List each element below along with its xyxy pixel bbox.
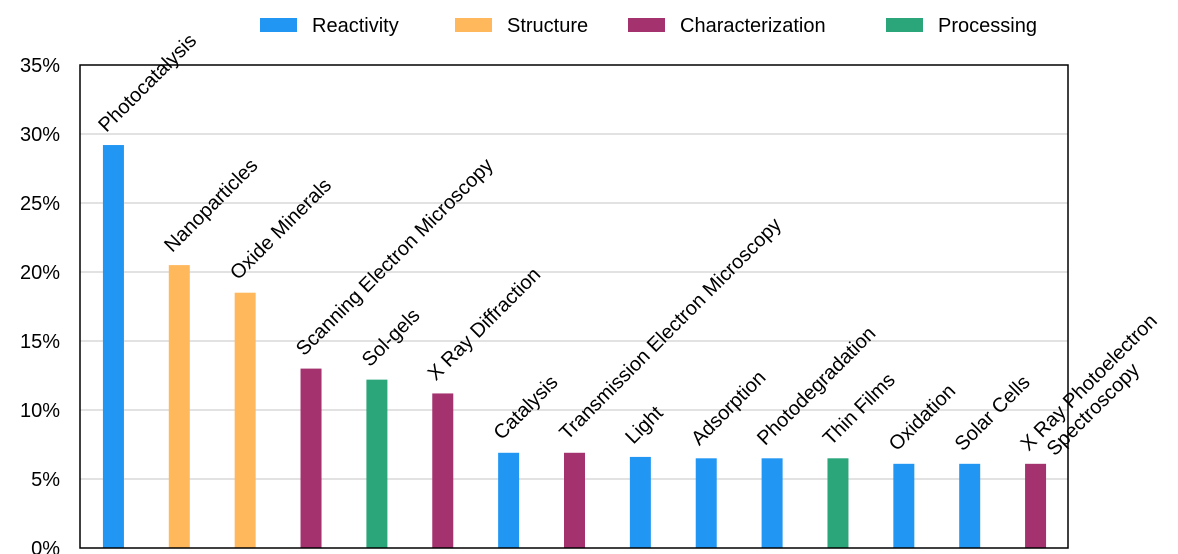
plot-frame	[79, 64, 1069, 549]
bar-solar-cells	[959, 463, 981, 548]
legend: Reactivity Structure Characterization Proce…	[260, 15, 1037, 37]
legend-label-processing: Processing	[938, 15, 1037, 37]
bar-label-light: Light	[621, 402, 668, 449]
bar-nanoparticles	[168, 265, 190, 548]
bar-photocatalysis	[102, 145, 124, 549]
legend-swatch-reactivity	[260, 18, 297, 32]
bar-oxidation	[893, 463, 915, 548]
bar-thin-films	[827, 458, 849, 548]
legend-swatch-characterization	[628, 18, 665, 32]
y-tick-label: 10%	[20, 400, 60, 422]
y-tick-label: 30%	[20, 124, 60, 146]
bar-label-oxidation: Oxidation	[885, 380, 960, 455]
bar-sol-gels	[366, 379, 388, 548]
bar-catalysis	[498, 452, 520, 548]
bar-light	[629, 456, 651, 548]
bar-oxide-minerals	[234, 292, 256, 548]
bar-transmission-electron-microscopy	[564, 452, 585, 548]
legend-swatch-processing	[886, 18, 923, 32]
bar-label-catalysis: Catalysis	[490, 371, 563, 444]
bar-label-sol-gels: Sol-gels	[358, 305, 425, 372]
y-tick-label: 0%	[31, 538, 60, 554]
y-tick-label: 15%	[20, 331, 60, 353]
legend-swatch-structure	[455, 18, 492, 32]
y-tick-label: 20%	[20, 262, 60, 284]
bar-x-ray-diffraction	[432, 393, 454, 548]
legend-label-structure: Structure	[507, 15, 588, 37]
bar-photodegradation	[761, 458, 783, 548]
y-tick-label: 35%	[20, 55, 60, 77]
bar-label-nanoparticles: Nanoparticles	[160, 155, 262, 257]
legend-label-reactivity: Reactivity	[312, 15, 399, 37]
bar-label-oxide-minerals: Oxide Minerals	[226, 174, 336, 284]
y-axis: 0% 5% 10% 15% 20% 25% 30% 35%	[20, 55, 60, 554]
y-tick-label: 5%	[31, 469, 60, 491]
bar-x-ray-photoelectron-spectroscopy	[1025, 463, 1047, 548]
bar-label-photocatalysis: Photocatalysis	[94, 30, 201, 137]
legend-label-characterization: Characterization	[680, 15, 826, 37]
bar-label-x-ray-diffraction: X Ray Diffraction	[424, 264, 545, 385]
bar-label-x-ray-photoelectron-spectroscopy: X Ray PhotoelectronSpectroscopy	[1017, 310, 1178, 471]
y-tick-label: 25%	[20, 193, 60, 215]
bars	[102, 145, 1047, 549]
bar-scanning-electron-microscopy	[300, 368, 322, 548]
bar-adsorption	[695, 458, 717, 548]
